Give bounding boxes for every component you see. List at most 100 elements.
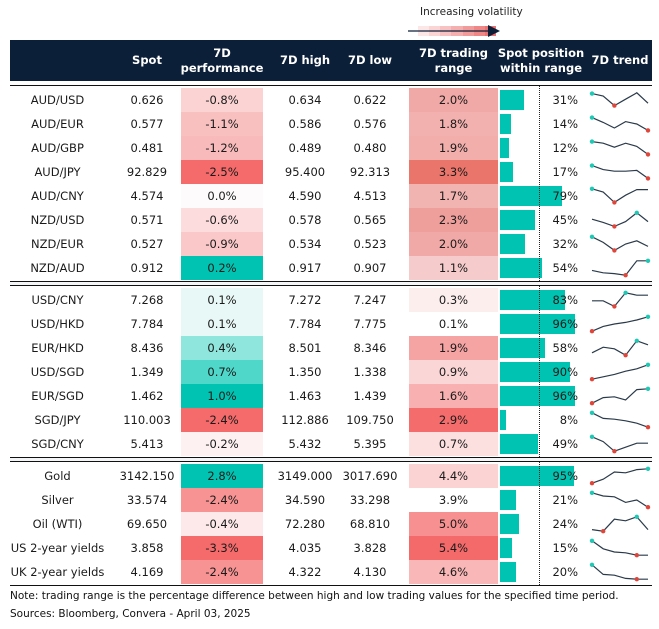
trading-range-value: 2.3%: [409, 208, 498, 232]
trading-range-value: 0.3%: [409, 288, 498, 312]
trend-high-marker: [634, 210, 639, 215]
spot-position-cell: 58%: [500, 336, 586, 360]
trend-high-marker: [589, 410, 595, 415]
table-row: UK 2-year yields 4.169 -2.4% 4.322 4.130 4.6%…: [10, 560, 652, 584]
trading-range-value: 1.1%: [409, 256, 498, 280]
table-row: USD/CNY 7.268 0.1% 7.272 7.247 0.3% 83%: [10, 288, 652, 312]
high-value: 34.590: [284, 493, 326, 507]
trend-sparkline: [589, 490, 651, 510]
spot-position-cell: 45%: [500, 208, 586, 232]
low-value: 68.810: [349, 517, 391, 531]
spot-value: 0.481: [130, 141, 164, 155]
column-header-spot-position: Spot position within range: [496, 40, 586, 81]
trading-range-value: 1.9%: [409, 336, 498, 360]
trend-line: [591, 412, 649, 428]
group-bottom-rule: [10, 585, 652, 586]
trend-low-marker: [601, 529, 606, 534]
trend-sparkline: [591, 514, 649, 534]
trend-sparkline: [591, 258, 651, 278]
low-value: 0.480: [353, 141, 387, 155]
spot-position-bar: [500, 290, 565, 310]
high-value: 95.400: [284, 165, 326, 179]
table-row: Oil (WTI) 69.650 -0.4% 72.280 68.810 5.0% 24%: [10, 512, 652, 536]
spot-position-cell: 24%: [500, 512, 586, 536]
trend-sparkline-cell: [588, 336, 652, 360]
spot-position-cell: 17%: [500, 160, 586, 184]
spot-position-bar: [500, 362, 571, 382]
table-header: Spot 7D performance 7D high 7D low 7D tra…: [10, 40, 652, 81]
trend-sparkline: [589, 91, 649, 108]
high-value: 7.272: [288, 293, 322, 307]
high-value: 3149.000: [277, 469, 333, 483]
spot-position-bar: [500, 258, 543, 278]
trend-line: [591, 388, 649, 404]
low-value: 1.338: [353, 365, 387, 379]
trading-range-value: 1.6%: [409, 384, 498, 408]
trend-sparkline: [591, 338, 649, 358]
trend-sparkline: [589, 434, 648, 454]
spot-position-cell: 96%: [500, 384, 586, 408]
trend-high-marker: [589, 163, 595, 168]
column-header-high: 7D high: [279, 53, 331, 67]
trading-range-value: 5.4%: [409, 536, 498, 560]
performance-value: -2.4%: [181, 488, 263, 512]
high-value: 0.917: [288, 261, 322, 275]
column-header-low: 7D low: [347, 53, 393, 67]
instrument-name: UK 2-year yields: [10, 565, 105, 579]
low-value: 0.907: [353, 261, 387, 275]
spot-position-bar: [500, 410, 507, 430]
trading-range-value: 3.3%: [409, 160, 498, 184]
trend-high-marker: [589, 139, 595, 144]
spot-position-bar: [500, 138, 510, 158]
performance-value: 0.0%: [181, 184, 263, 208]
trend-high-marker: [589, 490, 595, 495]
low-value: 0.565: [353, 213, 387, 227]
trend-line: [591, 436, 648, 452]
trend-sparkline-cell: [588, 232, 652, 256]
trend-sparkline-cell: [588, 312, 652, 336]
group-separator: [10, 458, 652, 461]
trend-high-marker: [634, 338, 639, 343]
group-bottom-rule: [10, 457, 652, 458]
spot-position-percent: 20%: [552, 565, 578, 579]
trend-line: [591, 165, 649, 179]
performance-value: -2.4%: [181, 560, 263, 584]
table-row: AUD/CNY 4.574 0.0% 4.590 4.513 1.7% 79%: [10, 184, 652, 208]
trend-line: [591, 236, 649, 252]
table-row: NZD/USD 0.571 -0.6% 0.578 0.565 2.3% 45%: [10, 208, 652, 232]
trend-low-marker: [623, 273, 628, 278]
midpoint-dotted-line: [539, 462, 540, 585]
performance-value: 0.7%: [181, 360, 263, 384]
trend-high-marker: [645, 258, 651, 263]
trend-sparkline-cell: [588, 184, 652, 208]
instrument-name: Oil (WTI): [32, 517, 83, 531]
spot-value: 0.912: [130, 261, 164, 275]
trend-line: [591, 516, 649, 532]
header-text: 7D trading: [418, 45, 489, 60]
trend-low-marker: [589, 481, 595, 486]
trend-sparkline-cell: [588, 384, 652, 408]
trend-high-marker: [623, 290, 628, 295]
spot-position-percent: 8%: [559, 413, 578, 427]
low-value: 109.750: [346, 413, 394, 427]
high-value: 5.432: [288, 437, 322, 451]
header-text: within range: [499, 60, 583, 75]
table-row: USD/HKD 7.784 0.1% 7.784 7.775 0.1% 96%: [10, 312, 652, 336]
trend-line: [591, 212, 649, 228]
trend-sparkline-cell: [588, 464, 652, 488]
table-row: Gold 3142.150 2.8% 3149.000 3017.690 4.4% 95%: [10, 464, 652, 488]
trend-line: [591, 492, 649, 508]
spot-position-bar: [500, 490, 517, 510]
column-header-spot: Spot: [132, 53, 162, 67]
spot-value: 0.626: [130, 93, 164, 107]
high-value: 8.501: [288, 341, 322, 355]
trend-sparkline: [589, 538, 648, 558]
high-value: 0.534: [288, 237, 322, 251]
table-row: EUR/HKD 8.436 0.4% 8.501 8.346 1.9% 58%: [10, 336, 652, 360]
volatility-legend: Increasing volatility: [408, 4, 523, 37]
instrument-name: EUR/HKD: [31, 341, 84, 355]
instrument-name: Gold: [44, 469, 71, 483]
trend-low-marker: [634, 553, 639, 558]
spot-position-bar: [500, 562, 516, 582]
performance-value: -0.8%: [181, 88, 263, 112]
